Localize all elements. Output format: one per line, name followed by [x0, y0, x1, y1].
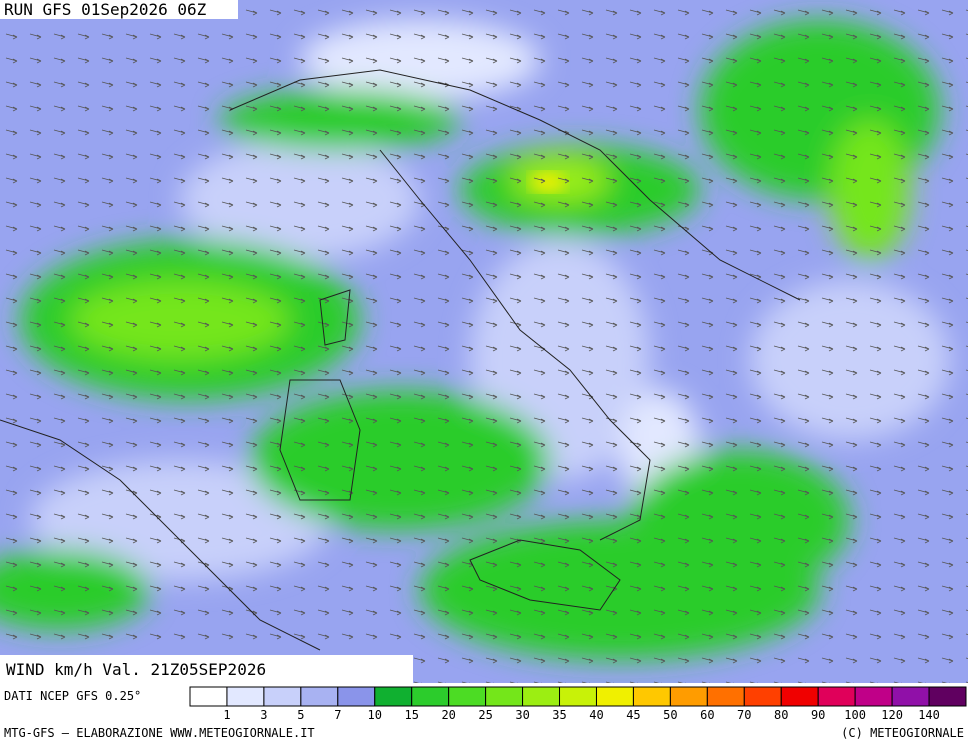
color-box — [706, 686, 745, 707]
footer-left: MTG-GFS — ELABORAZIONE WWW.METEOGIORNALE… — [4, 726, 315, 740]
color-box — [300, 686, 339, 707]
header-box — [0, 0, 238, 19]
level-label: 3 — [260, 708, 267, 722]
color-box — [928, 686, 967, 707]
level-label: 1 — [223, 708, 230, 722]
color-box — [595, 686, 634, 707]
color-box — [559, 686, 597, 707]
level-label: 5 — [297, 708, 304, 722]
color-box — [817, 686, 856, 707]
level-label: 100 — [844, 708, 866, 722]
level-label: 140 — [918, 708, 940, 722]
level-label: 120 — [881, 708, 903, 722]
level-label: 30 — [515, 708, 529, 722]
header-title: RUN GFS 01Sep2026 06Z — [4, 0, 207, 19]
colorbar: 1 3 5 7 10 15 20 25 30 35 40 45 50 60 70 80 90 100 120 140 — [189, 686, 967, 722]
color-box — [337, 686, 376, 707]
footer-right: (C) METEOGIORNALE — [841, 726, 964, 740]
level-label: 70 — [737, 708, 751, 722]
color-box — [263, 686, 302, 707]
color-box — [411, 686, 450, 707]
level-label: 15 — [404, 708, 418, 722]
level-label: 7 — [334, 708, 341, 722]
level-label: 35 — [552, 708, 566, 722]
color-box — [632, 686, 671, 707]
color-box — [485, 686, 524, 707]
level-label: 40 — [589, 708, 603, 722]
level-label: 80 — [774, 708, 788, 722]
color-box — [448, 686, 487, 707]
color-box — [669, 686, 708, 707]
map-label: WIND km/h Val. 21Z05SEP2026 — [6, 660, 266, 679]
color-box — [374, 686, 413, 707]
level-label: 10 — [368, 708, 382, 722]
level-label: 45 — [626, 708, 640, 722]
level-label: 20 — [441, 708, 455, 722]
level-label: 90 — [811, 708, 825, 722]
color-box — [743, 686, 782, 707]
color-box — [891, 686, 930, 707]
color-box — [854, 686, 893, 707]
wind-map — [0, 0, 968, 683]
color-box — [780, 686, 819, 707]
color-box — [522, 686, 561, 707]
level-label: 25 — [478, 708, 492, 722]
color-box — [226, 686, 265, 707]
level-label: 50 — [663, 708, 677, 722]
label-box — [0, 655, 413, 683]
source: DATI NCEP GFS 0.25° — [4, 689, 141, 703]
level-label: 60 — [700, 708, 714, 722]
color-box — [189, 686, 228, 707]
